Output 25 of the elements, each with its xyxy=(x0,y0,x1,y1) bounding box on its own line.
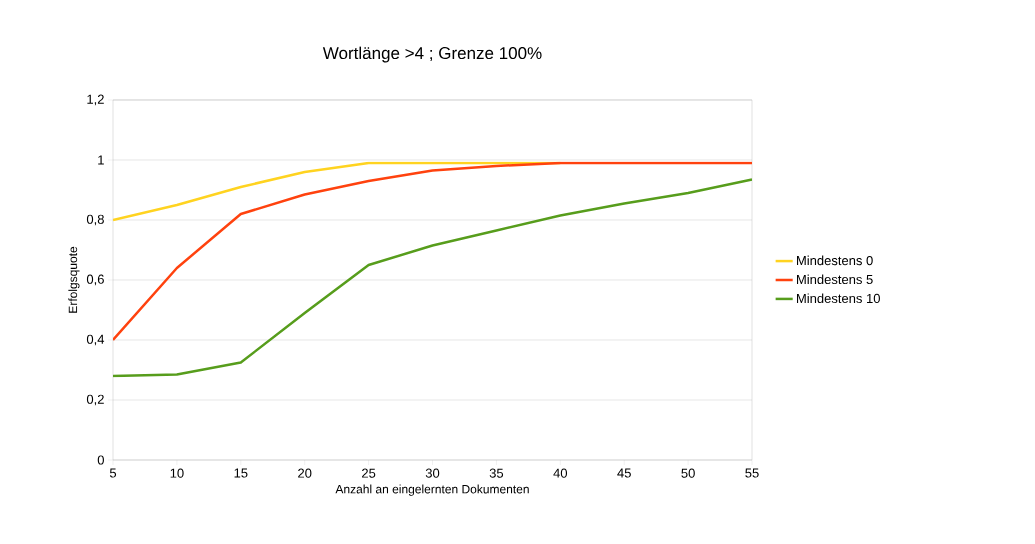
x-tick-label: 35 xyxy=(489,468,504,478)
chart-title: Wortlänge >4 ; Grenze 100% xyxy=(322,46,542,63)
x-tick-label: 50 xyxy=(681,468,695,478)
y-tick-label: 0,8 xyxy=(86,214,104,226)
x-tick-label: 25 xyxy=(362,468,376,478)
legend-label: Mindestens 5 xyxy=(797,274,873,285)
y-tick-label: 0,4 xyxy=(86,334,105,346)
x-tick-label: 20 xyxy=(298,468,312,478)
x-tick-label: 30 xyxy=(425,468,440,478)
line-series xyxy=(113,178,753,378)
y-tick-label: 1 xyxy=(98,155,104,165)
x-axis-title: Anzahl an eingelernten Dokumenten xyxy=(335,484,529,496)
x-tick-label: 5 xyxy=(109,468,117,478)
y-tick-label: 0 xyxy=(97,455,104,465)
y-axis-title: Erfolgsquote xyxy=(68,246,80,313)
y-tick-label: 1,2 xyxy=(87,94,104,106)
legend-label: Mindestens 10 xyxy=(797,293,880,303)
y-tick-label: 0,6 xyxy=(86,274,104,286)
x-tick-label: 55 xyxy=(745,468,759,478)
legend-label: Mindestens 0 xyxy=(797,255,873,266)
x-tick-label: 45 xyxy=(617,468,631,478)
x-tick-label: 40 xyxy=(553,468,568,478)
x-tick-label: 10 xyxy=(170,468,184,478)
y-tick-label: 0,2 xyxy=(86,394,104,406)
x-tick-label: 15 xyxy=(234,468,248,478)
